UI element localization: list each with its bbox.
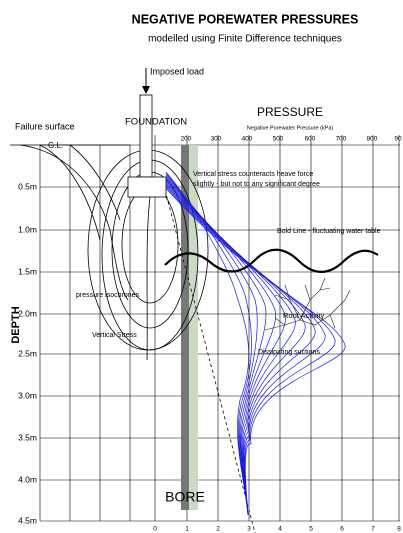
depth-label: 2.5m xyxy=(18,348,37,358)
subtitle: modelled using Finite Difference techniq… xyxy=(148,34,342,45)
bottom-tick: 8 xyxy=(397,526,401,533)
depth-label: 3.0m xyxy=(18,390,37,400)
pressure-tick: 700 xyxy=(336,136,347,143)
label: Failure surface xyxy=(15,121,75,131)
label: FOUNDATION xyxy=(125,117,187,128)
note: slightly - but not to any significant de… xyxy=(193,181,320,188)
bottom-tick: 4 xyxy=(278,526,282,533)
pressure-tick: 300 xyxy=(211,136,222,143)
bottom-tick: 3 xyxy=(247,526,251,533)
pressure-tick: 200 xyxy=(181,136,192,143)
bottom-tick: 6 xyxy=(340,526,344,533)
pressure-tick: 90 xyxy=(394,136,402,143)
label: pressure isochrones xyxy=(76,292,140,299)
pressure-tick: 500 xyxy=(273,136,284,143)
note: Vertical stress counteracts heave force xyxy=(193,171,313,178)
label: Imposed load xyxy=(150,66,204,76)
depth-label: 3.5m xyxy=(18,432,37,442)
pressure-tick: 800 xyxy=(367,136,378,143)
roots xyxy=(265,278,350,330)
label: Vertical Stress xyxy=(92,332,137,339)
bottom-tick: 7 xyxy=(371,526,375,533)
title: NEGATIVE POREWATER PRESSURES xyxy=(132,12,359,26)
depth-label: 1.5m xyxy=(18,266,37,276)
label: Negative Porewater Pressure (kPa) xyxy=(247,125,334,131)
label: Bold Line - fluctuating water table xyxy=(277,228,381,235)
label: DEPTH xyxy=(10,306,22,343)
bottom-tick: 1 xyxy=(185,526,189,533)
depth-label: 0.5m xyxy=(18,181,37,191)
label: G.L. xyxy=(48,141,63,150)
label: PRESSURE xyxy=(257,105,323,119)
foundation xyxy=(128,68,166,197)
pressure-tick: 600 xyxy=(305,136,316,143)
diagram: NEGATIVE POREWATER PRESSURES modelled us… xyxy=(0,0,403,533)
label: BORE xyxy=(165,489,205,505)
depth-label: 4.5m xyxy=(18,515,37,525)
bottom-tick: 2 xyxy=(216,526,220,533)
label: Root Activity xyxy=(283,311,325,320)
bore-zone xyxy=(189,145,198,510)
pressure-tick: 400 xyxy=(242,136,253,143)
bottom-tick: 5 xyxy=(309,526,313,533)
depth-label: 1.0m xyxy=(18,224,37,234)
label: Dissipating suctions xyxy=(258,349,320,356)
bottom-tick: 0 xyxy=(153,526,157,533)
depth-label: 4.0m xyxy=(18,474,37,484)
